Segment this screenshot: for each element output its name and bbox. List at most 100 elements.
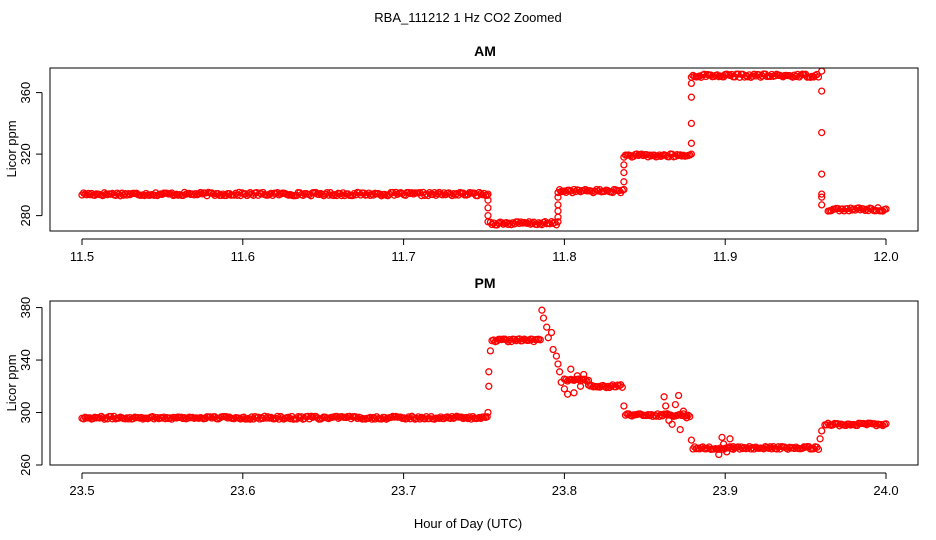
panel-am-data-point [766, 72, 774, 81]
panel-am-y-tick-label: 280 [18, 205, 33, 227]
panel-pm-data-point [682, 414, 691, 422]
panel-pm-data-point [581, 375, 589, 384]
panel-pm-x-tick-label: 23.8 [552, 483, 577, 498]
panel-am-data-point [687, 119, 696, 128]
panel-am-data-point [818, 201, 826, 209]
panel-pm-data-point [834, 420, 842, 428]
panel-pm-data-point [628, 412, 636, 420]
panel-pm-data-point [567, 365, 575, 373]
panel-am-data-point [882, 205, 890, 213]
panel-pm-data-point [726, 435, 734, 443]
panel-am-x-tick-label: 12.0 [873, 249, 898, 264]
panel-pm-ylabel: Licor ppm [4, 354, 19, 411]
figure-title: RBA_111212 1 Hz CO2 Zoomed [374, 10, 561, 25]
panel-pm-data-point [723, 448, 731, 456]
panel-pm-data-point [729, 442, 737, 451]
panel-am-axes: 11.5 11.6 11.7 11.8 11.9 12.0 280 320 360 [18, 67, 919, 264]
panel-am-data-point [217, 191, 225, 200]
panel-am-data-point [484, 204, 492, 212]
panel-pm-y-tick-label: 340 [18, 349, 33, 371]
panel-am-data-point [644, 153, 652, 161]
panel-pm-data-point [554, 360, 562, 368]
panel-am-frame [49, 67, 919, 232]
panel-am-title: AM [474, 43, 496, 59]
panel-pm-data-point [729, 445, 737, 453]
panel-am-data-point [484, 211, 492, 220]
panel-pm-data-point [536, 336, 544, 344]
panel-am-data-point [855, 204, 863, 212]
panel-pm-data-point [718, 433, 726, 442]
panel-pm-data-point [798, 444, 807, 452]
panel-am-data-point [209, 190, 217, 198]
panel-pm-data-point [588, 381, 596, 390]
panel-am-x-tick-label: 11.6 [231, 249, 255, 264]
panel-pm-data-point [818, 427, 826, 435]
panel-am-data-point [838, 205, 847, 213]
panel-am-data-point [750, 70, 758, 78]
panel-pm-frame [49, 300, 919, 466]
panel-am-data-point [554, 193, 562, 201]
panel-am-x-tick-label: 11.9 [713, 249, 737, 264]
panel-am-data-point [637, 150, 646, 158]
panel-am-data-point [180, 188, 189, 197]
panel-pm-y-tick-label: 380 [18, 297, 33, 319]
panel-pm-data-point [580, 370, 588, 379]
panel-am-data-point [687, 73, 696, 81]
panel-am-data-point [814, 73, 823, 81]
panel-pm-data-point [483, 413, 491, 421]
panel-am-data-point [650, 151, 659, 159]
panel-pm-data-point [552, 352, 561, 360]
panel-am-data-point [84, 189, 93, 198]
panel-am-data-point [654, 152, 662, 160]
panel-am-data-point [818, 193, 826, 201]
panel-pm-marks [78, 306, 890, 459]
panel-pm-y-tick-label: 260 [18, 454, 33, 476]
panel-am-data-point [818, 87, 826, 95]
panel-am-ylabel: Licor ppm [4, 120, 19, 177]
panel-pm-data-point [715, 450, 723, 459]
panel-pm-data-point [506, 335, 514, 344]
panel-pm-data-point [405, 413, 413, 421]
panel-am-x-tick-label: 11.8 [552, 249, 576, 264]
panel-am-data-point [517, 218, 525, 226]
panel-pm-data-point [486, 347, 495, 355]
panel-pm-data-point [671, 400, 680, 409]
panel-am-data-point [620, 161, 628, 169]
panel-am-data-point [633, 150, 641, 158]
panel-am-data-point [687, 150, 696, 158]
panel-am-y-tick-label: 360 [18, 82, 33, 104]
panel-am-data-point [620, 168, 628, 177]
panel-am-data-point [687, 79, 696, 88]
panel-pm-data-point [416, 415, 424, 423]
panel-pm-data-point [740, 443, 749, 452]
panel-pm-data-point [687, 436, 696, 444]
panel-pm-data-point [457, 413, 466, 421]
panel-pm-data-point [484, 408, 492, 417]
panel-pm-data-point [485, 368, 493, 376]
panel-pm-data-point [124, 415, 133, 423]
panel-am-data-point [818, 170, 826, 178]
panel-am-y-tick-label: 320 [18, 143, 33, 165]
panel-pm-data-point [557, 378, 565, 386]
panel-am-data-point [498, 219, 506, 227]
panel-pm-data-point [570, 389, 578, 397]
panel-am-data-point [687, 93, 696, 101]
panel-am-data-point [429, 190, 437, 199]
panel-pm-data-point [674, 391, 683, 400]
panel-pm-x-tick-label: 23.5 [69, 483, 94, 498]
panel-am-data-point [196, 188, 205, 197]
panel-pm-data-point [618, 383, 626, 391]
panel-am-data-point [533, 220, 541, 229]
panel-am-data-point [615, 187, 623, 195]
panel-am-data-point [350, 189, 358, 198]
panel-am-data-point [554, 207, 562, 215]
panel-pm-data-point [663, 410, 671, 418]
panel-pm-x-tick-label: 24.0 [873, 483, 898, 498]
panel-am-data-point [744, 73, 752, 81]
panel-am-data-point [818, 67, 826, 75]
panel-am-x-tick-label: 11.5 [70, 249, 94, 264]
panel-am: AM Licor ppm 11.5 11.6 11.7 11.8 11.9 12.0 280… [4, 43, 919, 264]
panel-pm-axes: 23.5 23.6 23.7 23.8 23.9 24.0 260 300 340 380 [18, 297, 919, 498]
panel-am-data-point [620, 185, 628, 194]
